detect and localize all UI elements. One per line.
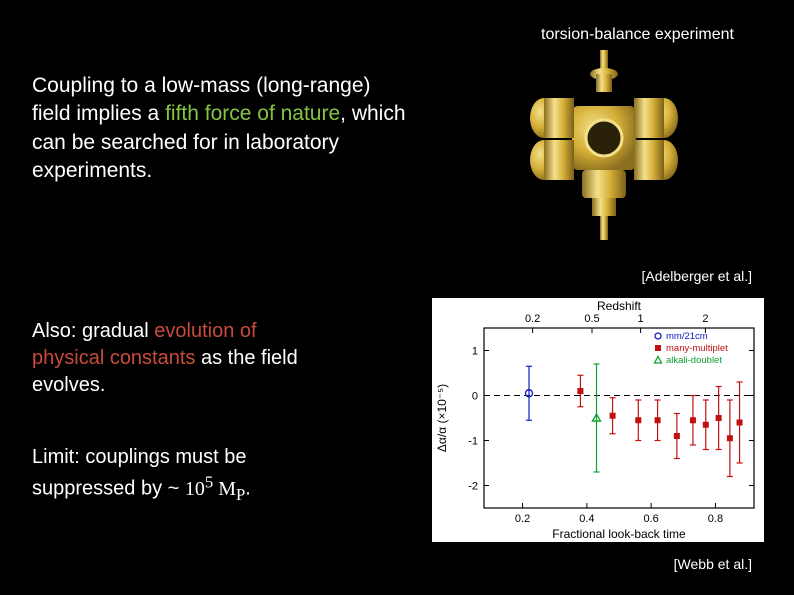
paragraph-limit: Limit: couplings must be suppressed by ~… xyxy=(32,444,352,506)
svg-text:0.8: 0.8 xyxy=(708,513,723,525)
alpha-variation-chart: 0.20.40.60.80.20.512-2-101RedshiftFracti… xyxy=(432,298,764,542)
p3-formula: 105 MP xyxy=(185,478,245,500)
p3-exp: 5 xyxy=(205,472,213,491)
svg-text:2: 2 xyxy=(702,313,708,325)
torsion-balance-figure xyxy=(484,48,724,248)
p3-sub: P xyxy=(236,485,245,504)
svg-text:Redshift: Redshift xyxy=(597,299,642,313)
svg-text:Δα/α (×10⁻⁵): Δα/α (×10⁻⁵) xyxy=(435,384,449,452)
svg-text:0.2: 0.2 xyxy=(525,313,540,325)
svg-text:mm/21cm: mm/21cm xyxy=(666,331,708,342)
svg-text:1: 1 xyxy=(472,346,478,358)
p3-coeff: 10 xyxy=(185,478,205,500)
svg-text:alkali-doublet: alkali-doublet xyxy=(666,355,722,366)
svg-text:1: 1 xyxy=(638,313,644,325)
svg-text:-2: -2 xyxy=(468,481,478,493)
svg-text:0.5: 0.5 xyxy=(584,313,599,325)
svg-text:Fractional look-back time: Fractional look-back time xyxy=(552,527,686,541)
svg-text:0.6: 0.6 xyxy=(643,513,658,525)
svg-text:many-multiplet: many-multiplet xyxy=(666,343,728,354)
svg-text:0.4: 0.4 xyxy=(579,513,594,525)
p1-highlight: fifth force of nature xyxy=(165,102,340,125)
paragraph-evolution: Also: gradual evolution of physical cons… xyxy=(32,318,332,399)
citation-adelberger: [Adelberger et al.] xyxy=(641,268,752,284)
svg-text:0.2: 0.2 xyxy=(515,513,530,525)
p3-sym: M xyxy=(213,478,236,500)
p2-pre: Also: gradual xyxy=(32,320,154,342)
p3-post: . xyxy=(245,478,251,500)
citation-webb: [Webb et al.] xyxy=(674,556,752,572)
paragraph-fifth-force: Coupling to a low-mass (long-range) fiel… xyxy=(32,72,412,185)
svg-text:-1: -1 xyxy=(468,436,478,448)
apparatus-caption: torsion-balance experiment xyxy=(541,26,734,44)
svg-text:0: 0 xyxy=(472,391,478,403)
